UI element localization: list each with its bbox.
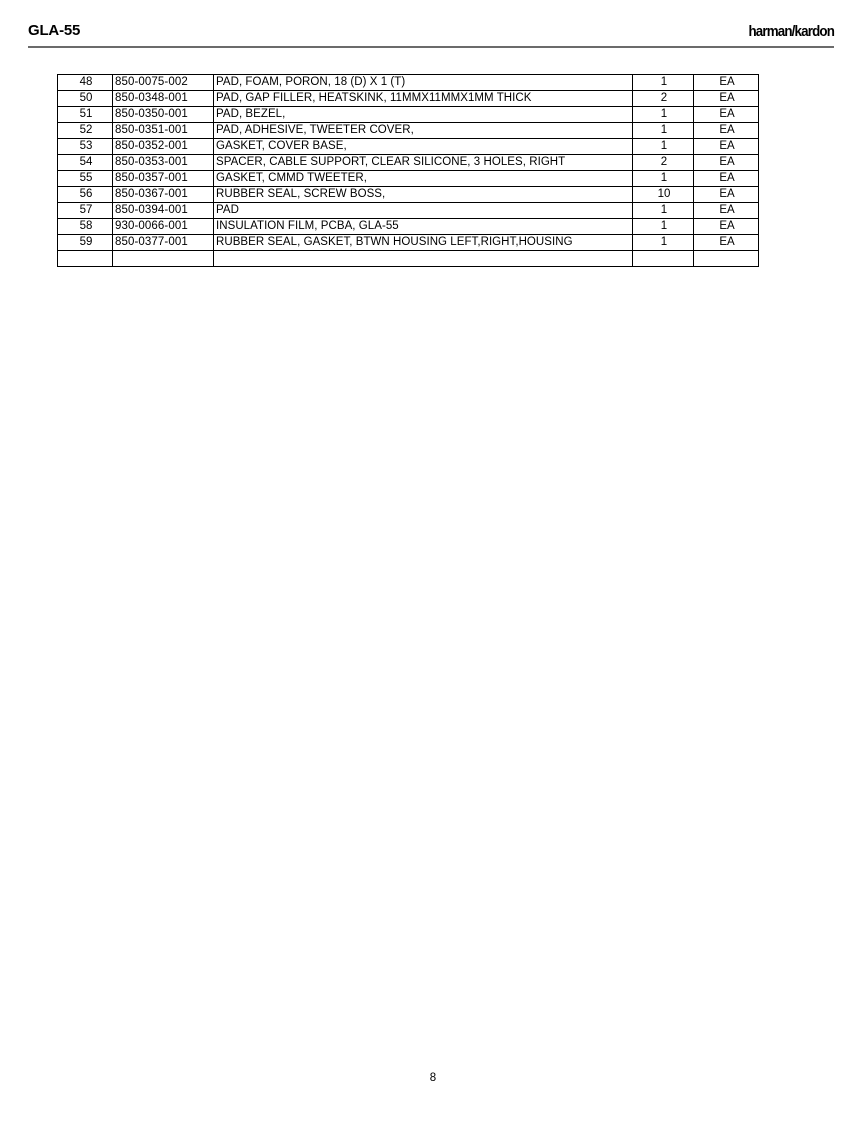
table-row: 50 850-0348-001 PAD, GAP FILLER, HEATSKINK… xyxy=(57,90,759,107)
cell-unit: EA xyxy=(693,74,759,91)
cell-description xyxy=(213,250,633,267)
cell-quantity: 1 xyxy=(632,234,694,251)
table-row: 59 850-0377-001 RUBBER SEAL, GASKET, BTWN … xyxy=(57,234,759,251)
page-title: GLA-55 xyxy=(28,22,81,39)
cell-description: PAD, BEZEL, xyxy=(213,106,633,123)
cell-description: INSULATION FILM, PCBA, GLA-55 xyxy=(213,218,633,235)
table-row: 52 850-0351-001 PAD, ADHESIVE, TWEETER COV… xyxy=(57,122,759,139)
cell-unit: EA xyxy=(693,202,759,219)
page-header: GLA-55 harman/kardon xyxy=(28,22,835,48)
cell-unit: EA xyxy=(693,218,759,235)
parts-list-table-container: 48 850-0075-002 PAD, FOAM, PORON, 18 (D) X… xyxy=(57,74,759,267)
table-row: 53 850-0352-001 GASKET, COVER BASE, 1 EA xyxy=(57,138,759,155)
cell-part-number: 850-0357-001 xyxy=(112,170,214,187)
table-row: 48 850-0075-002 PAD, FOAM, PORON, 18 (D) X… xyxy=(57,74,759,91)
cell-item: 59 xyxy=(57,234,113,251)
page-number: 8 xyxy=(429,1072,437,1084)
cell-description: RUBBER SEAL, GASKET, BTWN HOUSING LEFT,R… xyxy=(213,234,633,251)
cell-item: 58 xyxy=(57,218,113,235)
cell-quantity: 1 xyxy=(632,106,694,123)
cell-part-number: 850-0350-001 xyxy=(112,106,214,123)
cell-item: 54 xyxy=(57,154,113,171)
table-row: 57 850-0394-001 PAD 1 EA xyxy=(57,202,759,219)
table-row xyxy=(57,250,759,267)
cell-item: 51 xyxy=(57,106,113,123)
header-divider xyxy=(28,46,834,48)
cell-part-number: 850-0353-001 xyxy=(112,154,214,171)
cell-unit: EA xyxy=(693,138,759,155)
cell-unit: EA xyxy=(693,154,759,171)
cell-unit: EA xyxy=(693,170,759,187)
cell-quantity xyxy=(632,250,694,267)
table-row: 56 850-0367-001 RUBBER SEAL, SCREW BOSS, 10… xyxy=(57,186,759,203)
cell-unit: EA xyxy=(693,122,759,139)
cell-quantity: 1 xyxy=(632,122,694,139)
cell-item: 48 xyxy=(57,74,113,91)
cell-part-number: 850-0394-001 xyxy=(112,202,214,219)
cell-description: SPACER, CABLE SUPPORT, CLEAR SILICONE, 3… xyxy=(213,154,633,171)
table-row: 58 930-0066-001 INSULATION FILM, PCBA, GLA… xyxy=(57,218,759,235)
cell-item: 50 xyxy=(57,90,113,107)
table-row: 55 850-0357-001 GASKET, CMMD TWEETER, 1 EA xyxy=(57,170,759,187)
cell-unit: EA xyxy=(693,234,759,251)
cell-item xyxy=(57,250,113,267)
cell-item: 55 xyxy=(57,170,113,187)
cell-quantity: 1 xyxy=(632,170,694,187)
cell-item: 52 xyxy=(57,122,113,139)
cell-description: PAD, GAP FILLER, HEATSKINK, 11MMX11MMX1M… xyxy=(213,90,633,107)
table-row: 54 850-0353-001 SPACER, CABLE SUPPORT, CLE… xyxy=(57,154,759,171)
cell-item: 57 xyxy=(57,202,113,219)
cell-unit: EA xyxy=(693,106,759,123)
table-row: 51 850-0350-001 PAD, BEZEL, 1 EA xyxy=(57,106,759,123)
cell-description: GASKET, COVER BASE, xyxy=(213,138,633,155)
cell-part-number: 850-0075-002 xyxy=(112,74,214,91)
cell-description: PAD, FOAM, PORON, 18 (D) X 1 (T) xyxy=(213,74,633,91)
cell-description: PAD, ADHESIVE, TWEETER COVER, xyxy=(213,122,633,139)
harman-kardon-logo: harman/kardon xyxy=(748,24,834,40)
cell-quantity: 10 xyxy=(632,186,694,203)
cell-unit: EA xyxy=(693,90,759,107)
cell-item: 56 xyxy=(57,186,113,203)
cell-part-number: 850-0377-001 xyxy=(112,234,214,251)
cell-quantity: 1 xyxy=(632,74,694,91)
cell-description: RUBBER SEAL, SCREW BOSS, xyxy=(213,186,633,203)
cell-part-number: 930-0066-001 xyxy=(112,218,214,235)
cell-part-number: 850-0352-001 xyxy=(112,138,214,155)
cell-part-number xyxy=(112,250,214,267)
cell-quantity: 1 xyxy=(632,138,694,155)
parts-list-table: 48 850-0075-002 PAD, FOAM, PORON, 18 (D) X… xyxy=(57,74,759,267)
cell-part-number: 850-0348-001 xyxy=(112,90,214,107)
cell-part-number: 850-0351-001 xyxy=(112,122,214,139)
cell-quantity: 2 xyxy=(632,154,694,171)
cell-part-number: 850-0367-001 xyxy=(112,186,214,203)
cell-unit: EA xyxy=(693,186,759,203)
cell-description: GASKET, CMMD TWEETER, xyxy=(213,170,633,187)
cell-unit xyxy=(693,250,759,267)
cell-item: 53 xyxy=(57,138,113,155)
cell-quantity: 2 xyxy=(632,90,694,107)
cell-quantity: 1 xyxy=(632,202,694,219)
cell-description: PAD xyxy=(213,202,633,219)
cell-quantity: 1 xyxy=(632,218,694,235)
